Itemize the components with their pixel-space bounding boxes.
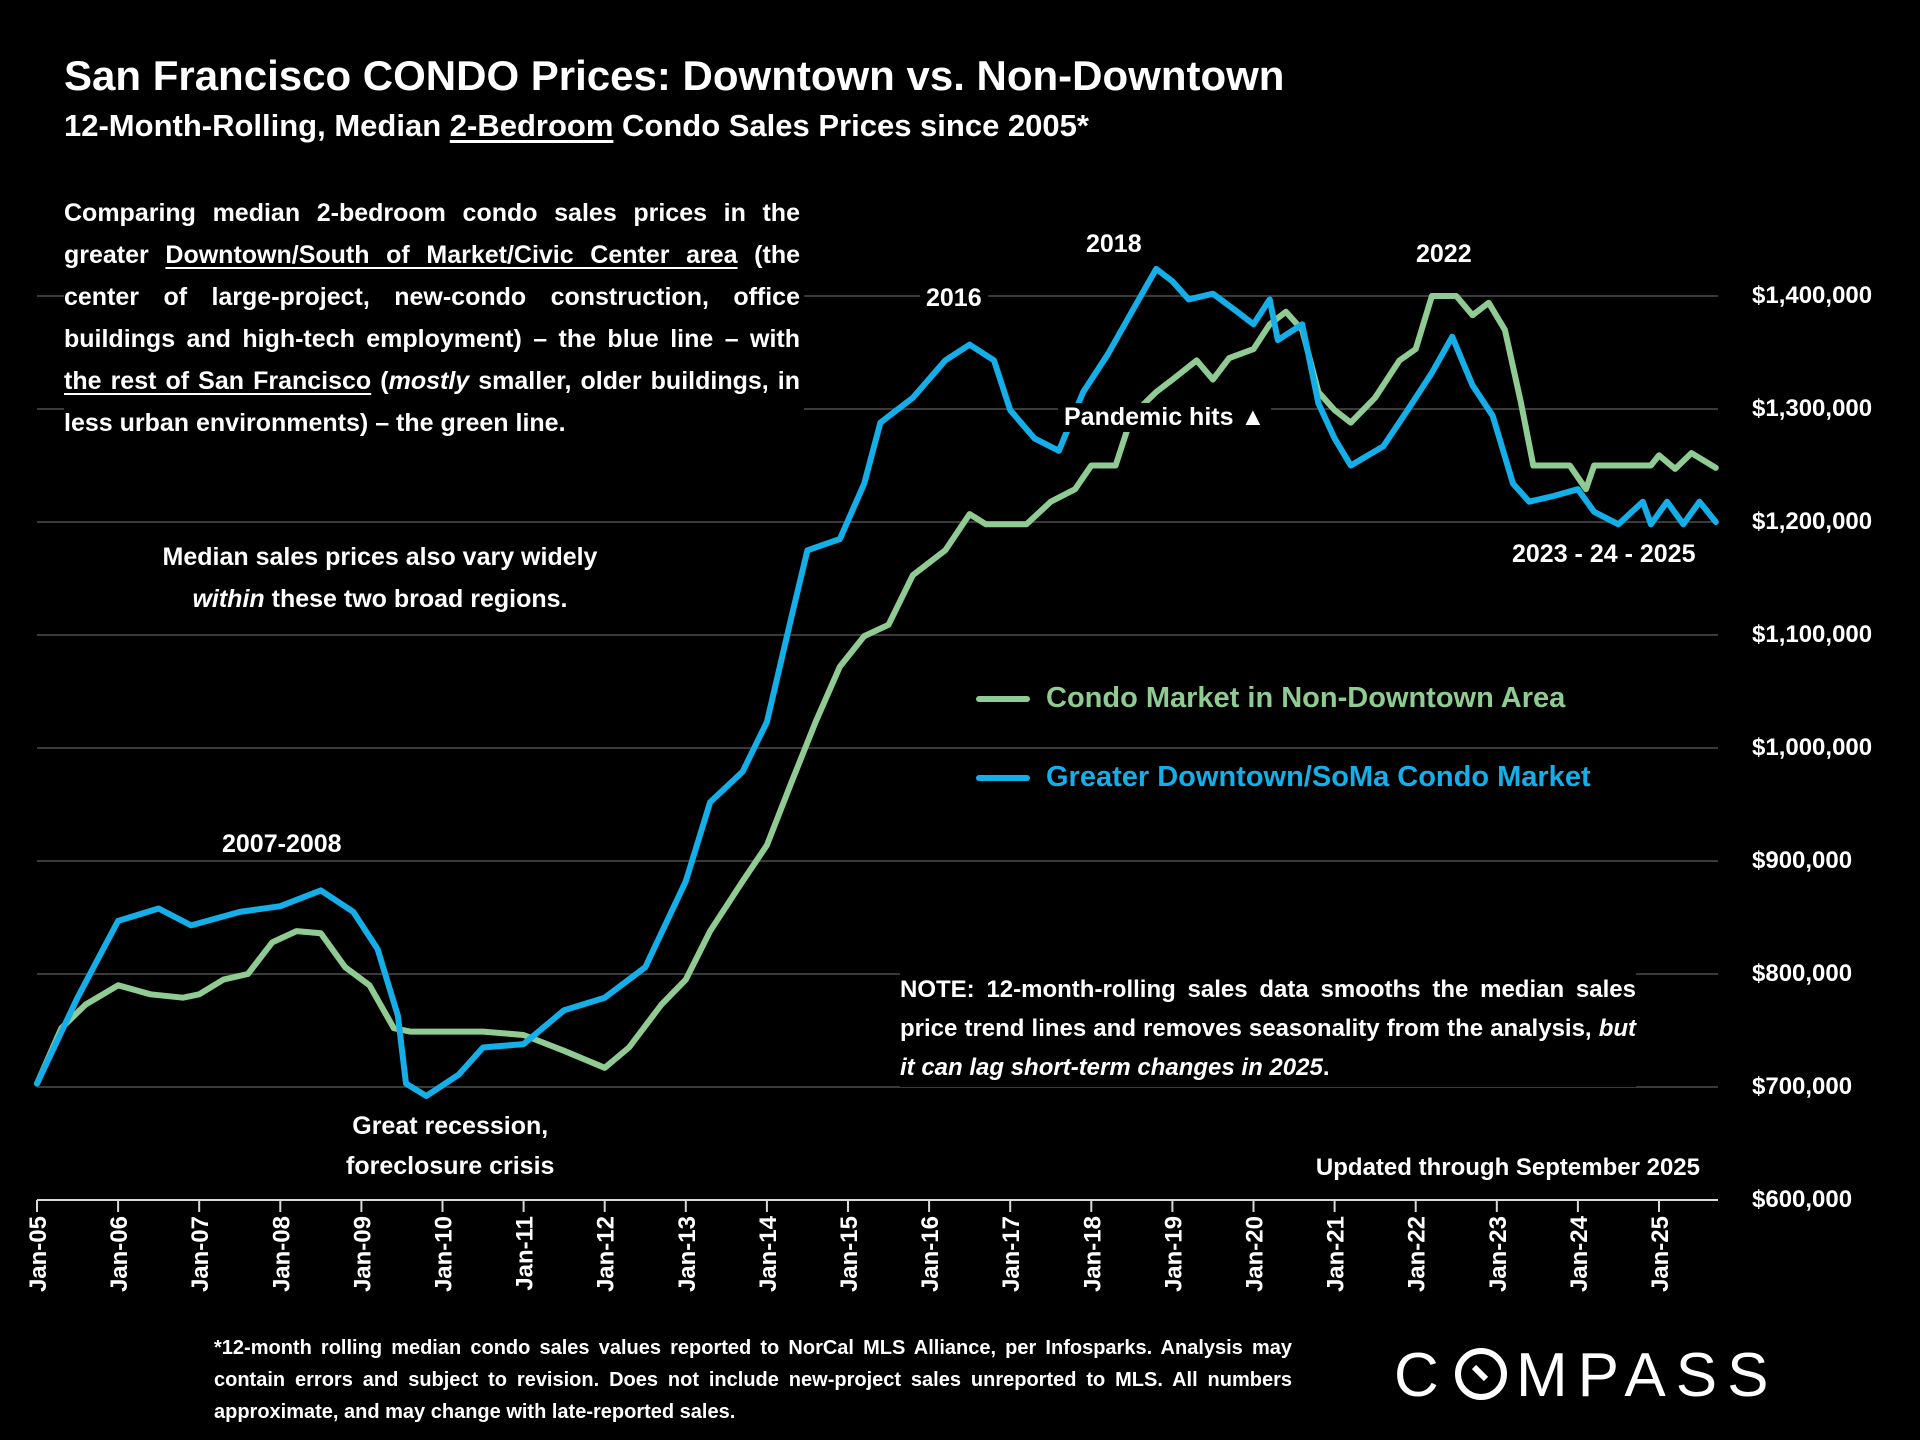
- x-tick-label: Jan-10: [431, 1216, 458, 1292]
- svg-text:MPASS: MPASS: [1516, 1341, 1778, 1410]
- x-tick-label: Jan-25: [1647, 1216, 1674, 1292]
- x-tick-label: Jan-22: [1404, 1216, 1431, 1292]
- y-tick-label: $800,000: [1752, 960, 1853, 987]
- x-tick-label: Jan-11: [512, 1216, 539, 1291]
- median-note: Median sales prices also vary widely with…: [100, 536, 660, 620]
- y-tick-label: $900,000: [1752, 847, 1853, 874]
- recession-line1: Great recession,: [352, 1112, 549, 1140]
- downtown-line: [34, 265, 1719, 1099]
- annotation-2023-2025: 2023 - 24 - 2025: [1506, 540, 1702, 569]
- subtitle-post: Condo Sales Prices since 2005*: [613, 108, 1089, 143]
- intro-text: (the center of large-project, new-condo …: [64, 241, 800, 353]
- note-italic: but it can lag short-term changes in 202…: [900, 1015, 1636, 1081]
- legend-swatch-blue: [976, 774, 1030, 781]
- compass-logo-mark: C MPASS: [1394, 1341, 1778, 1410]
- x-tick-label: Jan-08: [268, 1216, 295, 1292]
- x-tick-label: Jan-06: [106, 1216, 133, 1292]
- x-tick-label: Jan-19: [1160, 1216, 1187, 1292]
- legend-swatch-green: [976, 695, 1030, 702]
- legend-label: Greater Downtown/SoMa Condo Market: [1046, 761, 1591, 793]
- annotation-2007-2008: 2007-2008: [216, 830, 348, 859]
- x-tick-label: Jan-07: [187, 1216, 214, 1292]
- x-tick-label: Jan-12: [593, 1216, 620, 1292]
- x-tick-label: Jan-09: [349, 1216, 376, 1292]
- legend-item-downtown: Greater Downtown/SoMa Condo Market: [976, 761, 1599, 794]
- annotation-2018: 2018: [1080, 230, 1148, 259]
- compass-logo: C MPASS: [1394, 1340, 1794, 1415]
- annotation-2022: 2022: [1410, 240, 1478, 269]
- annotation-2016: 2016: [920, 284, 988, 313]
- note-main: NOTE: 12-month-rolling sales data smooth…: [900, 976, 1636, 1042]
- chart-title: San Francisco CONDO Prices: Downtown vs.…: [64, 52, 1285, 99]
- updated-through: Updated through September 2025: [1315, 1154, 1700, 1181]
- legend-item-non-downtown: Condo Market in Non-Downtown Area: [976, 682, 1574, 715]
- note-text: NOTE: 12-month-rolling sales data smooth…: [900, 970, 1636, 1087]
- recession-line2: foreclosure crisis: [346, 1152, 555, 1180]
- intro-rest-underlined: the rest of San Francisco: [64, 367, 372, 395]
- x-tick-label: Jan-15: [836, 1216, 863, 1292]
- intro-downtown-underlined: Downtown/South of Market/Civic Center ar…: [165, 241, 738, 269]
- y-tick-label: $1,200,000: [1752, 508, 1873, 535]
- non-downtown-line: [34, 293, 1719, 1087]
- median-note-line2: within these two broad regions.: [100, 578, 660, 620]
- svg-text:C: C: [1394, 1341, 1449, 1410]
- legend-label: Condo Market in Non-Downtown Area: [1046, 682, 1566, 714]
- median-note-line1: Median sales prices also vary widely: [162, 543, 598, 571]
- x-axis: Jan-05 Jan-06 Jan-07 Jan-08 Jan-09 Jan-10 Jan-…: [25, 1199, 1718, 1292]
- x-tick-label: Jan-14: [755, 1215, 782, 1292]
- subtitle-underlined: 2-Bedroom: [449, 108, 614, 143]
- annotation-great-recession: Great recession, foreclosure crisis: [340, 1106, 560, 1186]
- series-lines: [34, 265, 1719, 1099]
- y-tick-label: $1,100,000: [1752, 621, 1873, 648]
- intro-paragraph: Comparing median 2-bedroom condo sales p…: [64, 192, 804, 444]
- x-tick-label: Jan-16: [917, 1216, 944, 1292]
- footnote: *12-month rolling median condo sales val…: [214, 1337, 1292, 1423]
- chart-subtitle: 12-Month-Rolling, Median 2-Bedroom Condo…: [64, 108, 1089, 144]
- x-tick-label: Jan-17: [998, 1216, 1025, 1292]
- x-tick-label: Jan-24: [1566, 1215, 1593, 1292]
- median-note-italic: within: [192, 585, 265, 613]
- x-tick-label: Jan-20: [1242, 1216, 1269, 1292]
- note-end: .: [1322, 1054, 1330, 1081]
- y-tick-label: $1,000,000: [1752, 734, 1873, 761]
- median-note-text: these two broad regions.: [264, 585, 568, 613]
- x-tick-label: Jan-13: [674, 1216, 701, 1292]
- x-tick-label: Jan-05: [25, 1216, 52, 1292]
- intro-text: (: [371, 367, 389, 395]
- x-tick-label: Jan-18: [1079, 1216, 1106, 1292]
- y-tick-label: $1,300,000: [1752, 395, 1873, 422]
- subtitle-pre: 12-Month-Rolling, Median: [64, 108, 450, 143]
- y-tick-label: $1,400,000: [1752, 282, 1873, 309]
- intro-italic: mostly: [388, 367, 470, 395]
- x-tick-label: Jan-23: [1485, 1216, 1512, 1292]
- x-tick-label: Jan-21: [1323, 1216, 1350, 1292]
- y-tick-label: $700,000: [1752, 1073, 1853, 1100]
- intro-text: Comparing median 2-bedroom condo sales p…: [64, 199, 800, 269]
- annotation-pandemic: Pandemic hits ▲: [1058, 403, 1272, 432]
- intro-text: smaller, older buildings, in less urban …: [64, 367, 800, 437]
- y-tick-label: $600,000: [1752, 1186, 1853, 1213]
